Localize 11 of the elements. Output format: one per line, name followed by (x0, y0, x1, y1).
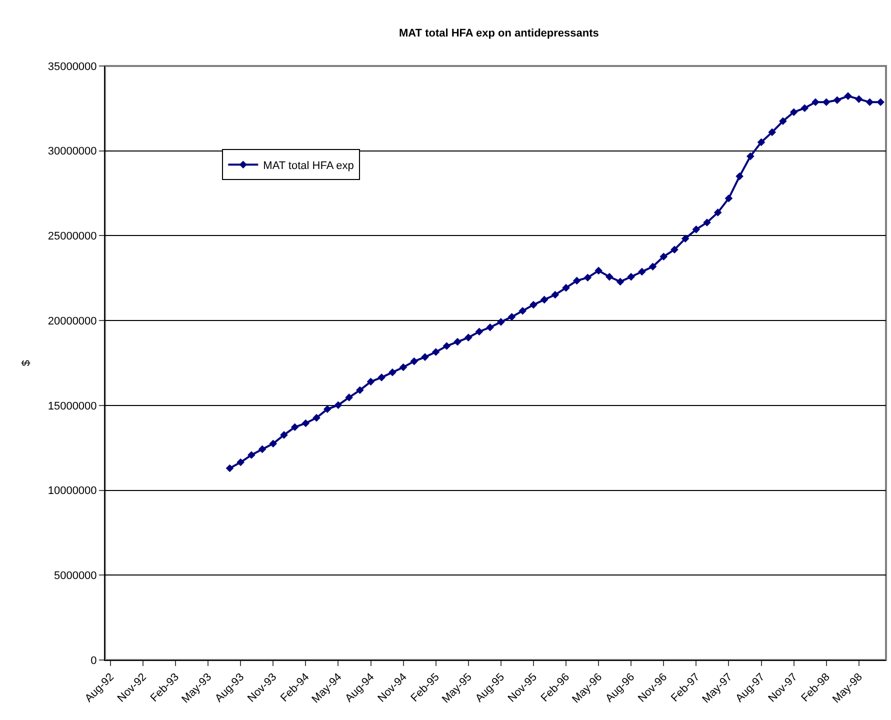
y-tick-label: 10000000 (48, 485, 97, 498)
y-tick-label: 20000000 (48, 315, 97, 328)
y-tick-label: 5000000 (54, 570, 97, 582)
legend-label: MAT total HFA exp (263, 160, 354, 172)
y-axis-title: $ (20, 360, 32, 366)
y-tick-label: 15000000 (48, 400, 97, 412)
y-tick-label: 35000000 (48, 60, 97, 73)
y-tick-label: 0 (90, 654, 97, 667)
y-tick-label: 30000000 (48, 146, 97, 158)
chart-title: MAT total HFA exp on antidepressants (399, 28, 599, 40)
y-tick-label: 25000000 (48, 230, 97, 243)
